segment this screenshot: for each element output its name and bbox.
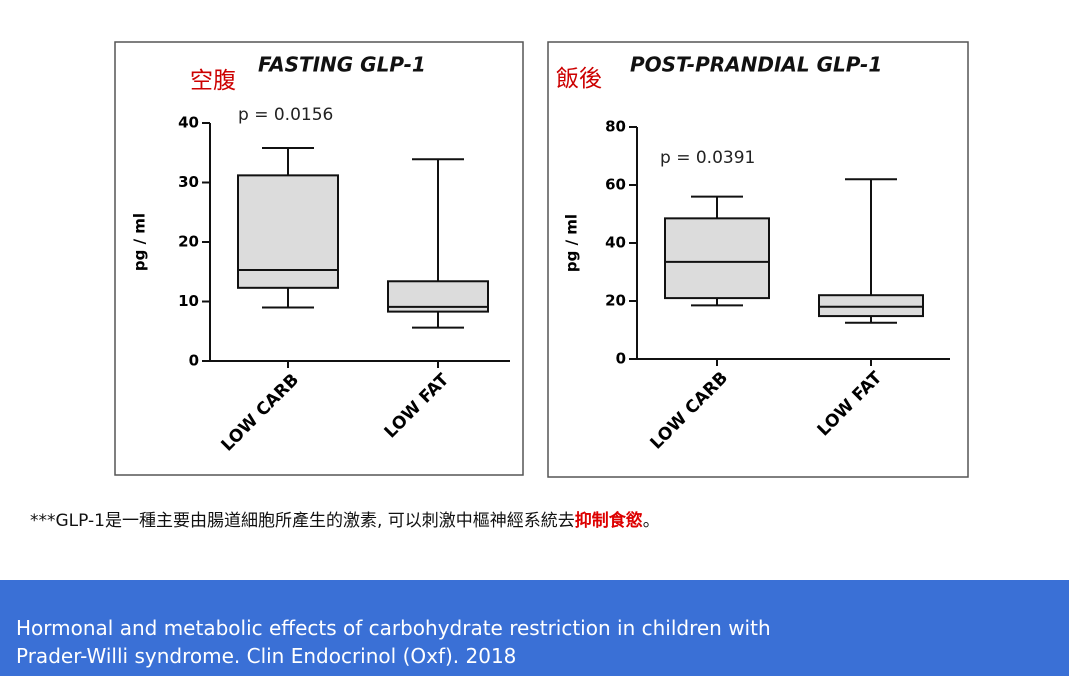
annotation: 飯後 — [556, 66, 602, 92]
y-tick-label: 0 — [616, 350, 626, 368]
y-tick-label: 10 — [178, 292, 199, 310]
citation-bar: Hormonal and metabolic effects of carboh… — [0, 580, 1069, 676]
p-value: p = 0.0156 — [238, 105, 333, 125]
y-tick-label: 0 — [189, 352, 199, 370]
chart-frame — [114, 41, 524, 476]
y-axis-label: pg / ml — [563, 214, 581, 272]
x-tick-label: LOW CARB — [217, 370, 303, 456]
footnote: ***GLP-1是一種主要由腸道細胞所產生的激素, 可以刺激中樞神經系統去抑制食… — [30, 506, 660, 531]
chart-frame — [547, 41, 969, 478]
footnote-end: 。 — [642, 511, 660, 531]
footnote-highlight: 抑制食慾 — [574, 511, 643, 531]
chart-title: FASTING GLP-1 — [258, 53, 426, 77]
x-tick-label: LOW CARB — [646, 368, 732, 454]
charts: FASTING GLP-1 空腹p = 0.0156 pg / ml 0 10 20 30 4… — [114, 41, 969, 478]
y-tick-label: 20 — [178, 233, 199, 251]
x-tick-label: LOW FAT — [381, 370, 454, 443]
x-tick-label: LOW FAT — [814, 368, 887, 441]
chart-title: POST-PRANDIAL GLP-1 — [630, 53, 882, 77]
y-tick-label: 60 — [605, 176, 626, 194]
p-value: p = 0.0391 — [660, 148, 755, 168]
citation-line: Prader-Willi syndrome. Clin Endocrinol (… — [16, 644, 517, 668]
y-tick-label: 40 — [178, 114, 199, 132]
footnote-text: ***GLP-1是一種主要由腸道細胞所產生的激素, 可以刺激中樞神經系統去 — [30, 511, 575, 531]
y-tick-label: 30 — [178, 173, 199, 191]
y-tick-label: 20 — [605, 292, 626, 310]
box — [664, 217, 770, 300]
y-tick-label: 80 — [605, 118, 626, 136]
y-tick-label: 40 — [605, 234, 626, 252]
citation-line: Hormonal and metabolic effects of carboh… — [16, 616, 771, 640]
annotation: 空腹 — [190, 68, 236, 94]
box — [818, 294, 924, 318]
y-axis-label: pg / ml — [131, 213, 149, 271]
